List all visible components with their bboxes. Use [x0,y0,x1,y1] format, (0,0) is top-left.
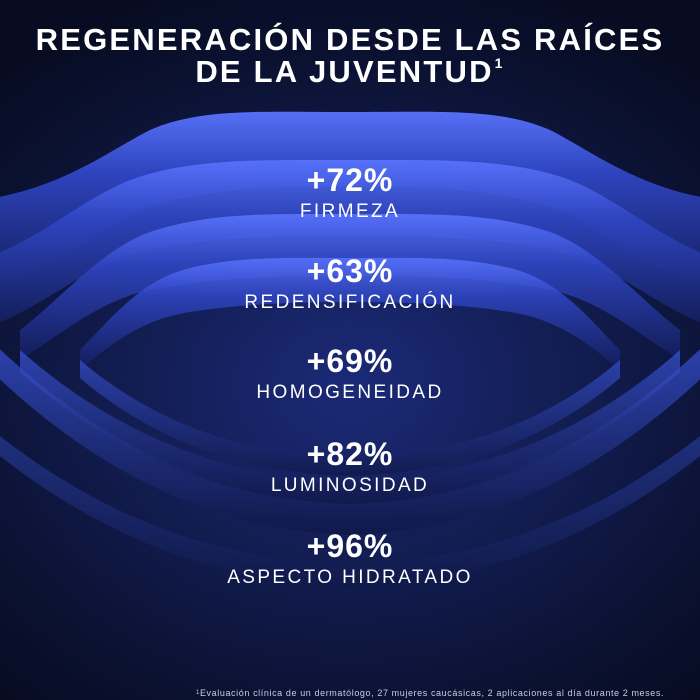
stat-label: FIRMEZA [299,201,401,222]
headline-line-2: DE LA JUVENTUD1 [0,56,700,88]
ring-band-1 [0,111,700,285]
bowl-4 [0,436,700,587]
stat-label: ASPECTO HIDRATADO [227,567,473,588]
headline-footnote-mark: 1 [494,55,505,71]
bowl-3 [80,360,620,476]
footnote: 1Evaluación clínica de un dermatólogo, 2… [196,688,696,698]
stat-value: +72% [306,162,394,198]
stat-redensificacion: +63% REDENSIFICACIÓN [0,253,700,315]
stat-homogeneidad: +69% HOMOGENEIDAD [0,343,700,405]
stat-aspecto-hidratado: +96% ASPECTO HIDRATADO [0,528,700,590]
headline-line-1: REGENERACIÓN DESDE LAS RAÍCES [35,22,665,57]
ring-band-4 [80,257,620,370]
stat-label: HOMOGENEIDAD [256,382,444,403]
bowl-1 [0,349,700,535]
headline-line-2-text: DE LA JUVENTUD [195,54,494,89]
ring-band-3 [20,213,680,360]
stat-value: +69% [306,343,394,379]
stat-firmeza: +72% FIRMEZA [0,162,700,224]
stat-label: LUMINOSIDAD [270,475,430,496]
stat-value: +82% [306,436,394,472]
stat-value: +63% [306,253,394,289]
stat-label: REDENSIFICACIÓN [244,292,456,313]
ring-band-2 [0,159,700,323]
footnote-text: Evaluación clínica de un dermatólogo, 27… [199,688,665,698]
headline: REGENERACIÓN DESDE LAS RAÍCES DE LA JUVE… [0,24,700,88]
footnote-mark: 1 [196,690,200,696]
stat-luminosidad: +82% LUMINOSIDAD [0,436,700,498]
bowl-2 [20,350,680,504]
stat-value: +96% [306,528,394,564]
